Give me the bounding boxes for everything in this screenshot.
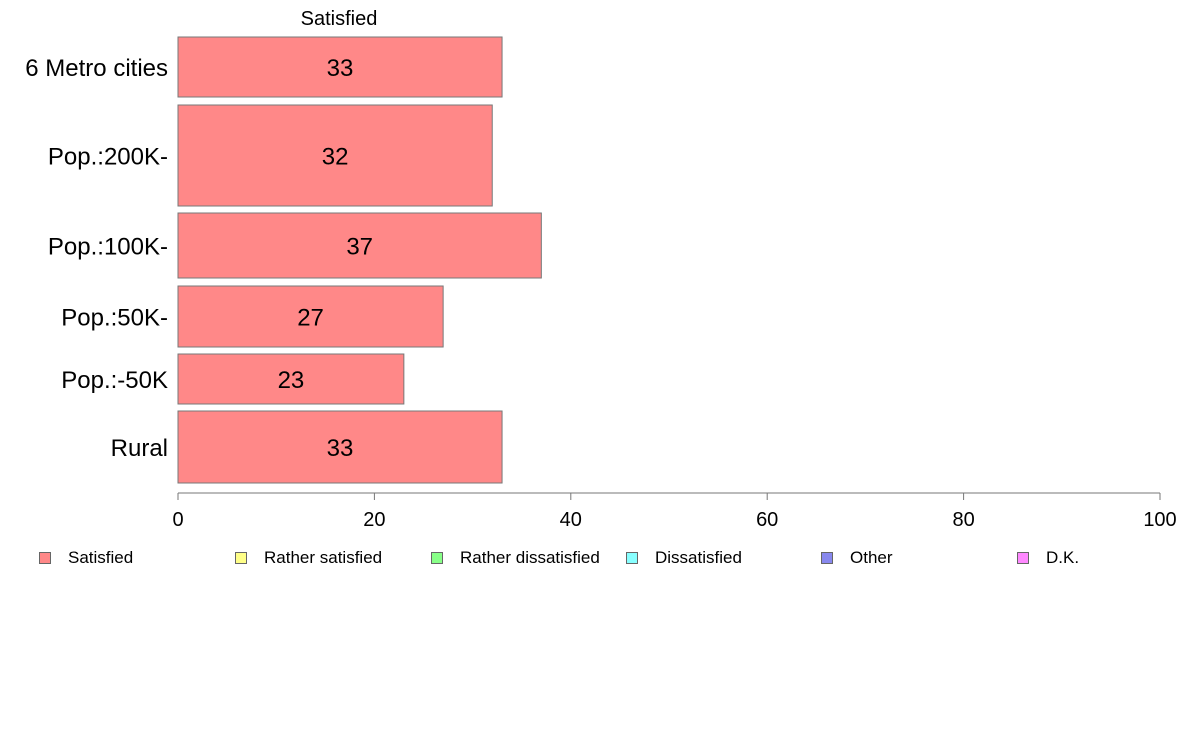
legend-item-other: Other (821, 547, 893, 569)
legend-label-dissatisfied: Dissatisfied (655, 548, 742, 567)
bar-pop-200k (177, 104, 493, 207)
legend-label-satisfied: Satisfied (68, 548, 134, 567)
category-label-6-metro-cities: 6 Metro cities (25, 55, 168, 82)
legend-item-dk: D.K. (1017, 547, 1079, 569)
data-label-pop-50k: 23 (278, 367, 305, 394)
category-label-pop-100k: Pop.:100K- (48, 234, 168, 261)
data-label-pop-200k: 32 (322, 144, 349, 171)
data-label-pop-50k: 27 (297, 305, 324, 332)
data-label-pop-100k: 37 (346, 234, 373, 261)
x-tick-label-40: 40 (560, 509, 582, 531)
bar-pop-100k (177, 212, 542, 279)
legend-item-satisfied: Satisfied (39, 547, 133, 569)
bar-rural (177, 410, 503, 484)
legend-label-other: Other (850, 548, 893, 567)
legend-swatch-dk (1017, 552, 1029, 564)
x-tick-label-20: 20 (363, 509, 385, 531)
legend-swatch-other (821, 552, 833, 564)
chart-title: Satisfied (301, 8, 378, 30)
legend-label-rather-satisfied: Rather satisfied (264, 548, 383, 567)
legend-label-rather-dissatisfied: Rather dissatisfied (460, 548, 600, 567)
legend-item-dissatisfied: Dissatisfied (626, 547, 742, 569)
bar-pop-50k (177, 353, 405, 405)
x-tick-label-100: 100 (1143, 509, 1176, 531)
data-label-rural: 33 (327, 435, 354, 462)
legend-swatch-dissatisfied (626, 552, 638, 564)
category-label-pop-50k: Pop.:50K- (61, 305, 168, 332)
bar-pop-50k (177, 285, 444, 348)
x-tick-label-60: 60 (756, 509, 778, 531)
legend-swatch-satisfied (39, 552, 51, 564)
legend-swatch-rather-satisfied (235, 552, 247, 564)
data-label-6-metro-cities: 33 (327, 55, 354, 82)
category-label-pop-200k: Pop.:200K- (48, 144, 168, 171)
x-tick-label-80: 80 (952, 509, 974, 531)
legend-swatch-rather-dissatisfied (431, 552, 443, 564)
legend-item-rather-dissatisfied: Rather dissatisfied (431, 547, 600, 569)
x-axis: 0 20 40 60 80 100 (172, 492, 1177, 531)
category-label-pop-50k: Pop.:-50K (61, 367, 168, 394)
category-label-rural: Rural (111, 435, 168, 462)
legend-label-dk: D.K. (1046, 548, 1080, 567)
legend: Satisfied Rather satisfied Rather dissat… (0, 547, 1188, 569)
bar-6-metro-cities (177, 36, 503, 98)
bars-layer: 33 6 Metro cities 32 Pop.:200K- 37 Pop.:100K-… (25, 36, 542, 484)
x-tick-label-0: 0 (172, 509, 183, 531)
legend-item-rather-satisfied: Rather satisfied (235, 547, 382, 569)
